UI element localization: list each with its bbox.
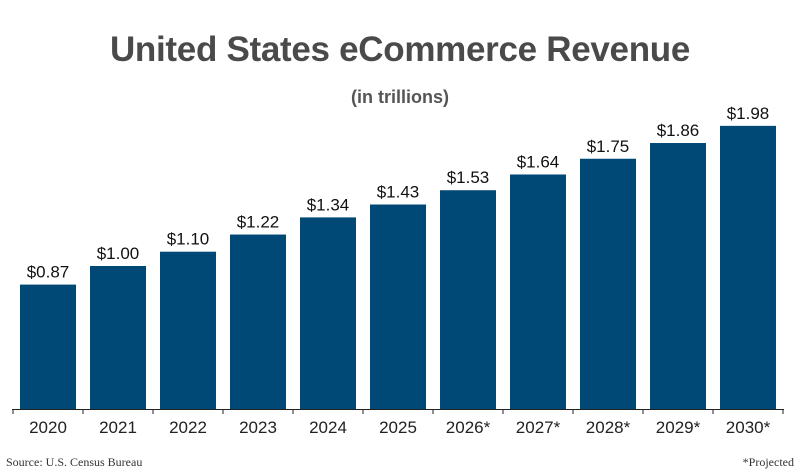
value-label: $1.75 — [587, 137, 630, 156]
source-note: Source: U.S. Census Bureau — [6, 455, 143, 469]
x-tick-label: 2022 — [169, 418, 207, 437]
bar-2024 — [300, 217, 356, 409]
x-tick-label: 2030* — [726, 418, 771, 437]
value-label: $1.00 — [97, 244, 140, 263]
value-label: $1.43 — [377, 183, 420, 202]
bar-2027-projected — [510, 174, 566, 409]
value-label: $0.87 — [27, 263, 70, 282]
bar-2026-projected — [440, 190, 496, 409]
x-axis-tick-labels: 2020 2021 2022 2023 2024 2025 2026* 2027* 2028* 2… — [29, 418, 771, 437]
x-tick-label: 2028* — [586, 418, 631, 437]
bar-2021 — [90, 266, 146, 409]
bar-2029-projected — [650, 143, 706, 409]
x-axis-ticks — [12, 409, 784, 414]
projected-note: *Projected — [742, 455, 794, 469]
x-tick-label: 2023 — [239, 418, 277, 437]
x-tick-label: 2027* — [516, 418, 561, 437]
value-label: $1.86 — [657, 121, 700, 140]
bar-2028-projected — [580, 158, 636, 409]
value-label: $1.64 — [517, 152, 560, 171]
bar-2025 — [370, 204, 426, 409]
value-label: $1.34 — [307, 195, 350, 214]
value-label: $1.53 — [447, 168, 490, 187]
chart-title: United States eCommerce Revenue — [109, 30, 691, 69]
x-tick-label: 2026* — [446, 418, 491, 437]
value-label: $1.98 — [727, 104, 770, 123]
x-tick-label: 2024 — [309, 418, 347, 437]
bars — [20, 125, 776, 410]
value-label: $1.10 — [167, 230, 210, 249]
bar-2023 — [230, 234, 286, 409]
x-tick-label: 2020 — [29, 418, 67, 437]
bar-2020 — [20, 284, 76, 409]
bar-2030-projected — [720, 125, 776, 410]
x-tick-label: 2021 — [99, 418, 137, 437]
value-labels: $0.87 $1.00 $1.10 $1.22 $1.34 $1.43 $1.53 $1.64… — [27, 104, 770, 282]
value-label: $1.22 — [237, 213, 280, 232]
bar-2022 — [160, 251, 216, 409]
x-tick-label: 2025 — [379, 418, 417, 437]
x-tick-label: 2029* — [656, 418, 701, 437]
chart-subtitle: (in trillions) — [351, 87, 449, 107]
